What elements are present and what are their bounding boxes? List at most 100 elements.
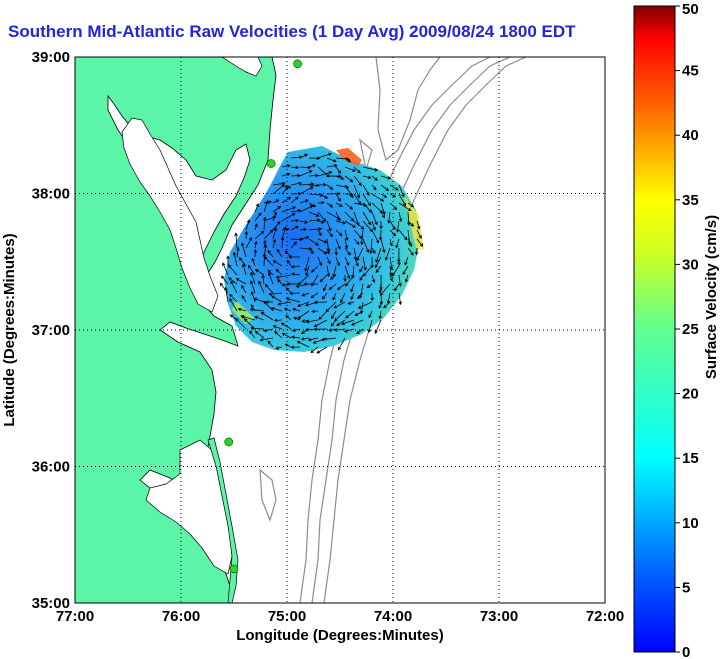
velocity-arrow	[277, 279, 283, 285]
velocity-arrow	[230, 280, 238, 294]
velocity-arrow	[313, 319, 328, 327]
velocity-arrow	[371, 229, 380, 244]
velocity-arrow	[235, 278, 247, 285]
velocity-arrow	[272, 227, 278, 240]
colorbar-tick-label: 35	[682, 192, 699, 209]
velocity-arrow	[267, 249, 274, 258]
velocity-arrow	[275, 268, 283, 276]
velocity-arrow	[272, 220, 281, 231]
velocity-arrow	[340, 319, 355, 326]
velocity-arrow	[240, 315, 256, 321]
velocity-arrow	[254, 330, 265, 339]
velocity-arrow	[290, 225, 299, 231]
velocity-arrow	[280, 322, 292, 330]
velocity-arrow	[281, 186, 289, 195]
velocity-arrow	[232, 251, 238, 267]
velocity-arrow	[291, 307, 301, 312]
velocity-arrow	[380, 184, 390, 192]
velocity-arrow	[310, 346, 319, 354]
velocity-arrow	[308, 247, 314, 255]
velocity-arrow	[350, 283, 355, 293]
velocity-arrow	[221, 275, 229, 285]
velocity-arrow	[241, 263, 247, 276]
velocity-arrow	[357, 301, 373, 309]
velocity-arrow	[389, 256, 394, 271]
velocity-arrow	[247, 264, 256, 276]
velocity-arrow	[290, 264, 301, 269]
x-tick-label: 74:00	[374, 608, 412, 625]
velocity-arrow	[308, 211, 320, 217]
velocity-arrow	[334, 310, 346, 322]
velocity-arrow	[244, 230, 249, 240]
velocity-arrow	[380, 238, 386, 254]
velocity-arrow	[281, 172, 291, 177]
velocity-arrow	[290, 196, 299, 204]
radar-sites	[224, 59, 303, 574]
velocity-arrow	[362, 175, 372, 180]
velocity-arrow	[378, 301, 382, 310]
velocity-arrow	[338, 337, 346, 351]
velocity-arrow	[240, 242, 247, 258]
x-tick-label: 77:00	[56, 608, 94, 625]
colorbar	[633, 5, 676, 653]
chesapeake-bay	[121, 117, 219, 313]
velocity-arrow	[353, 238, 360, 245]
velocity-arrow	[268, 292, 283, 296]
velocity-arrow	[288, 255, 300, 259]
velocity-arrow	[301, 292, 310, 297]
velocity-arrow	[326, 184, 334, 190]
velocity-arrow	[396, 220, 400, 233]
velocity-arrow	[344, 229, 349, 242]
velocity-arrow	[371, 193, 385, 202]
velocity-arrow	[293, 316, 301, 321]
velocity-arrow	[350, 292, 355, 301]
velocity-arrow	[323, 283, 328, 292]
velocity-arrow	[317, 238, 328, 244]
velocity-arrow	[295, 283, 310, 288]
velocity-arrow	[290, 209, 302, 213]
velocity-arrow	[404, 274, 409, 283]
velocity-arrow	[259, 337, 274, 342]
velocity-arrow	[299, 205, 314, 213]
velocity-arrow	[308, 183, 320, 188]
velocity-arrow	[285, 297, 301, 303]
velocity-arrow	[336, 319, 346, 326]
velocity-arrow	[367, 319, 373, 334]
velocity-arrow	[241, 295, 247, 303]
velocity-arrow	[374, 319, 382, 334]
velocity-arrow	[360, 229, 364, 246]
velocity-arrow	[379, 221, 383, 230]
velocity-arrow	[335, 238, 341, 250]
radar-site-marker	[266, 159, 276, 168]
velocity-arrow	[394, 283, 400, 292]
velocity-arrow	[317, 152, 332, 159]
plot-frame	[74, 56, 606, 604]
velocity-arrow	[310, 292, 319, 299]
velocity-arrow	[344, 256, 350, 266]
velocity-arrow	[337, 283, 346, 290]
velocity-arrow	[264, 283, 274, 294]
velocity-arrow	[290, 173, 301, 178]
velocity-arrow	[311, 309, 319, 314]
velocity-arrow	[263, 216, 267, 231]
velocity-arrow	[276, 248, 283, 258]
colorbar-tick-label: 10	[682, 515, 699, 532]
colorbar-tick-label: 15	[682, 450, 699, 467]
velocity-arrow	[254, 315, 265, 321]
velocity-arrow	[326, 247, 330, 255]
velocity-arrow	[263, 200, 269, 213]
velocity-arrow	[254, 203, 259, 213]
velocity-arrow	[267, 269, 274, 276]
velocity-arrow	[303, 282, 319, 286]
velocity-arrow	[335, 256, 340, 267]
velocity-arrow	[416, 238, 424, 247]
velocity-arrow	[317, 247, 328, 255]
velocity-arrow	[281, 206, 297, 213]
velocity-arrow	[353, 202, 368, 207]
velocity-arrow	[353, 184, 361, 199]
velocity-arrow	[371, 247, 376, 255]
velocity-arrow	[267, 272, 274, 285]
velocity-arrow	[235, 317, 247, 330]
velocity-arrow	[343, 274, 347, 282]
velocity-arrow	[332, 292, 337, 301]
